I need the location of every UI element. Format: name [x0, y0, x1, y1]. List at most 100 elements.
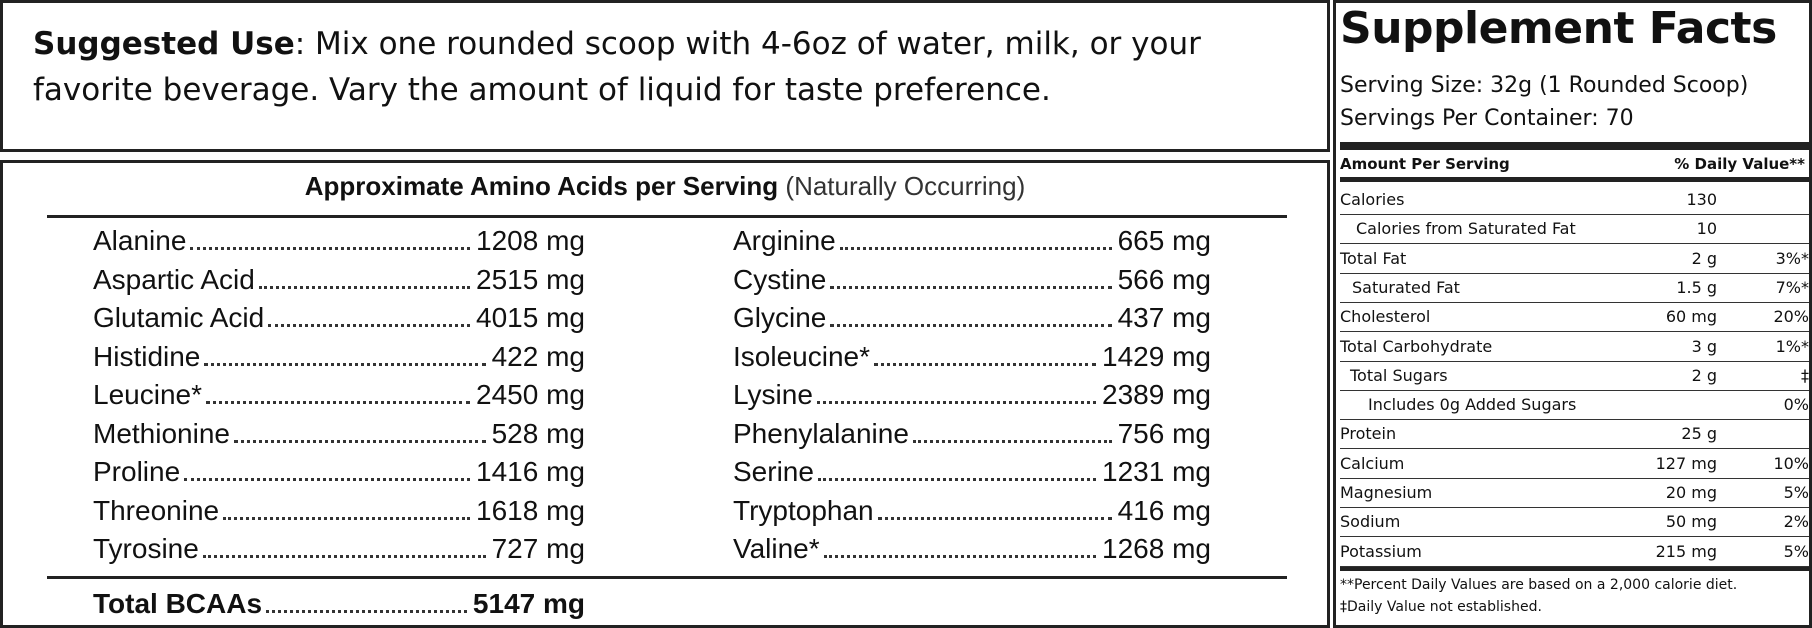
leader: [816, 401, 1097, 404]
amino-amount: 1416 mg: [476, 456, 585, 487]
amino-amount: 665 mg: [1117, 225, 1211, 256]
amino-row: Lysine 2389 mg: [733, 379, 1211, 411]
facts-row: Sodium 50 mg 2%: [1340, 507, 1809, 538]
amino-amount: 5147 mg: [472, 588, 585, 619]
leader: [823, 555, 1097, 558]
header-amount: Amount Per Serving: [1340, 155, 1510, 173]
amino-amount: 1231 mg: [1102, 456, 1211, 487]
amino-amount: 727 mg: [491, 533, 585, 564]
daily-value: 0%: [1783, 395, 1809, 415]
facts-row: Total Sugars 2 g ‡: [1340, 361, 1809, 391]
leader: [877, 516, 1112, 520]
facts-row: Total Fat 2 g 3%*: [1340, 244, 1809, 274]
amino-amount: 437 mg: [1117, 302, 1211, 333]
facts-title: Supplement Facts: [1340, 3, 1777, 54]
facts-row: Calories 130: [1340, 185, 1809, 215]
amino-name: Glycine: [733, 302, 827, 333]
amino-row: Total BCAAs 5147 mg: [93, 588, 585, 620]
amino-row: Threonine 1618 mg: [93, 495, 585, 527]
nutrient: Magnesium: [1340, 483, 1433, 502]
facts-row: Protein 25 g: [1340, 419, 1809, 450]
amount: 127 mg: [1655, 453, 1717, 473]
amino-name: Serine: [733, 456, 814, 487]
amino-row: Valine* 1268 mg: [733, 533, 1211, 565]
amount: 215 mg: [1655, 541, 1717, 561]
leader: [268, 324, 471, 327]
amino-row: Methionine 528 mg: [93, 418, 585, 450]
amino-name: Tryptophan: [733, 494, 874, 526]
amino-amount: 4015 mg: [476, 302, 585, 333]
leader: [223, 516, 471, 520]
leader: [258, 285, 471, 289]
daily-value: ‡: [1801, 365, 1809, 385]
amino-name: Isoleucine*: [733, 340, 870, 372]
leader: [830, 285, 1112, 289]
leader: [233, 439, 486, 443]
suggested-use: Suggested Use: Mix one rounded scoop wit…: [33, 21, 1313, 113]
amino-name: Methionine: [93, 417, 230, 449]
facts-row: Calories from Saturated Fat 10: [1340, 214, 1809, 245]
amino-row: Glutamic Acid 4015 mg: [93, 302, 585, 334]
daily-value: 10%: [1773, 453, 1809, 473]
amount: 50 mg: [1665, 512, 1717, 532]
amino-row: Tryptophan 416 mg: [733, 495, 1211, 527]
amino-name: Glutamic Acid: [93, 302, 265, 333]
amino-name: Total BCAAs: [93, 588, 263, 619]
amount: 3 g: [1691, 336, 1717, 356]
servings-per-container: Servings Per Container: 70: [1340, 106, 1634, 131]
leader: [873, 362, 1097, 366]
amino-amount: 1208 mg: [476, 225, 585, 256]
facts-row: Saturated Fat 1.5 g 7%*: [1340, 273, 1809, 303]
nutrient: Calories: [1340, 190, 1405, 209]
amino-amount: 528 mg: [491, 417, 585, 449]
facts-row: Total Carbohydrate 3 g 1%*: [1340, 332, 1809, 362]
header-daily-value: % Daily Value**: [1674, 155, 1805, 173]
facts-row: Cholesterol 60 mg 20%: [1340, 302, 1809, 333]
amino-amount: 1268 mg: [1102, 533, 1211, 564]
amino-row: Leucine* 2450 mg: [93, 379, 585, 411]
nutrient: Saturated Fat: [1352, 277, 1460, 297]
amount: 25 g: [1681, 424, 1717, 444]
amino-name: Cystine: [733, 263, 827, 295]
nutrient: Cholesterol: [1340, 307, 1431, 327]
amino-heading: Approximate Amino Acids per Serving (Nat…: [3, 171, 1327, 202]
nutrient: Potassium: [1340, 541, 1422, 561]
amino-row: Proline 1416 mg: [93, 456, 585, 488]
daily-value: 1%*: [1775, 336, 1809, 356]
footnote: ‡Daily Value not established.: [1340, 599, 1542, 615]
amino-row: Phenylalanine 756 mg: [733, 418, 1211, 450]
nutrient: Total Carbohydrate: [1340, 336, 1493, 356]
amino-amount: 416 mg: [1117, 494, 1211, 526]
nutrient: Calories from Saturated Fat: [1356, 219, 1576, 239]
nutrient: Total Fat: [1340, 248, 1407, 268]
amino-name: Lysine: [733, 379, 813, 410]
amino-amount: 2515 mg: [476, 263, 585, 295]
amino-name: Phenylalanine: [733, 417, 909, 449]
amino-name: Tyrosine: [93, 533, 199, 564]
daily-value: 5%: [1783, 541, 1809, 561]
amino-subtitle: (Naturally Occurring): [785, 171, 1026, 201]
facts-row: Magnesium 20 mg 5%: [1340, 478, 1809, 508]
thick-rule: [1340, 142, 1809, 150]
amino-row: Cystine 566 mg: [733, 264, 1211, 296]
amino-row: Tyrosine 727 mg: [93, 533, 585, 565]
leader: [202, 555, 486, 558]
amount: 130: [1686, 190, 1717, 209]
thick-rule: [1340, 177, 1809, 182]
leader: [839, 247, 1112, 250]
thick-rule: [1340, 566, 1809, 571]
serving-size: Serving Size: 32g (1 Rounded Scoop): [1340, 73, 1749, 98]
amino-name: Threonine: [93, 494, 220, 526]
leader: [190, 247, 471, 250]
leader: [184, 478, 471, 481]
amino-row: Arginine 665 mg: [733, 225, 1211, 257]
daily-value: 3%*: [1775, 248, 1809, 268]
amino-acids-box: Approximate Amino Acids per Serving (Nat…: [0, 160, 1330, 628]
amino-row: Histidine 422 mg: [93, 341, 585, 373]
daily-value: 7%*: [1775, 277, 1809, 297]
suggested-use-box: Suggested Use: Mix one rounded scoop wit…: [0, 0, 1330, 152]
leader: [912, 439, 1112, 443]
suggested-use-label: Suggested Use: [33, 26, 295, 62]
facts-row: Calcium 127 mg 10%: [1340, 449, 1809, 479]
